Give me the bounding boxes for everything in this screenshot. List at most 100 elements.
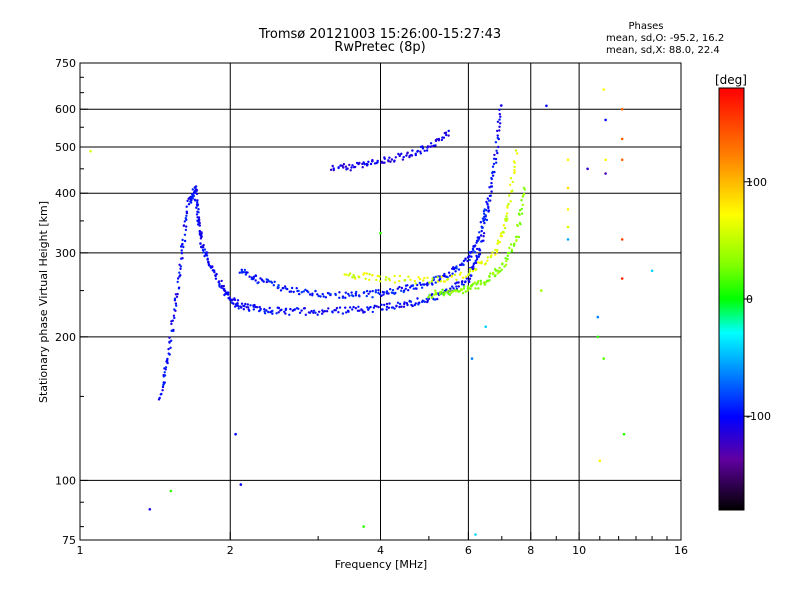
trace-point — [373, 304, 376, 307]
trace-point — [197, 211, 200, 214]
trace-point — [355, 290, 358, 294]
trace-point — [316, 293, 319, 296]
trace-point — [406, 151, 409, 154]
trace-point — [377, 305, 380, 309]
trace-point — [495, 149, 498, 152]
trace-point — [445, 288, 448, 291]
trace-point — [475, 247, 479, 251]
trace-point — [484, 262, 487, 265]
trace-point — [240, 269, 244, 273]
trace-point — [164, 366, 168, 369]
trace-point — [242, 308, 245, 311]
trace-point — [388, 156, 391, 159]
trace-point — [428, 281, 431, 284]
trace-point — [195, 203, 199, 207]
trace-point — [191, 193, 194, 196]
trace-point — [466, 256, 470, 259]
x-axis-label: Frequency [MHz] — [335, 558, 427, 571]
trace-point — [485, 200, 488, 204]
trace-point — [452, 266, 455, 269]
trace-point — [398, 279, 401, 283]
trace-point — [473, 251, 477, 254]
trace-point — [279, 289, 283, 292]
trace-point — [183, 239, 187, 243]
trace-point — [452, 287, 455, 290]
trace-point — [430, 282, 434, 285]
trace-point — [351, 164, 354, 167]
trace-point — [447, 134, 450, 137]
trace-point — [196, 199, 199, 202]
trace-point — [423, 283, 426, 286]
trace-point — [494, 157, 498, 161]
trace-point — [166, 357, 169, 361]
trace-point — [325, 310, 329, 313]
trace-point — [462, 287, 466, 290]
trace-point — [372, 306, 376, 309]
trace-point — [314, 289, 317, 293]
trace-point — [512, 243, 516, 246]
trace-point — [352, 294, 355, 298]
trace-point — [352, 274, 355, 277]
trace-point — [321, 312, 324, 315]
trace-point — [499, 104, 503, 107]
trace-point — [496, 134, 499, 137]
trace-point — [409, 278, 412, 281]
trace-point — [170, 339, 173, 342]
trace-point — [252, 308, 255, 311]
trace-point — [174, 302, 178, 305]
trace-point — [504, 217, 507, 220]
isolated-point — [470, 357, 474, 360]
isolated-point — [474, 533, 477, 536]
trace-point — [448, 289, 451, 292]
trace-point — [258, 305, 261, 309]
trace-point — [377, 289, 380, 292]
trace-point — [398, 154, 401, 158]
trace-point — [240, 306, 243, 309]
trace-point — [517, 235, 521, 239]
phases-x-line: mean, sd,X: 88.0, 22.4 — [606, 45, 720, 56]
trace-point — [198, 232, 201, 236]
trace-point — [498, 125, 501, 128]
isolated-point — [566, 158, 570, 162]
trace-point — [248, 275, 251, 278]
trace-point — [283, 285, 287, 288]
trace-point — [284, 312, 287, 315]
trace-point — [172, 314, 176, 317]
trace-point — [438, 292, 442, 296]
trace-point — [503, 226, 507, 230]
trace-point — [190, 199, 193, 202]
trace-point — [447, 129, 450, 133]
colorbar-ticks: 100 0 -100 — [744, 176, 771, 423]
trace-point — [167, 352, 170, 355]
y-tick-label: 200 — [55, 331, 76, 344]
trace-point — [478, 231, 481, 234]
trace-point — [289, 307, 292, 311]
trace-point — [467, 279, 470, 282]
trace-point — [226, 291, 229, 294]
trace-point — [496, 129, 499, 133]
trace-point — [329, 168, 333, 171]
trace-point — [344, 306, 347, 309]
trace-point — [331, 311, 334, 314]
trace-point — [398, 305, 401, 309]
isolated-point — [566, 238, 570, 241]
trace-point — [470, 250, 473, 254]
trace-point — [334, 292, 337, 296]
trace-point — [380, 294, 383, 297]
isolated-point — [604, 118, 607, 122]
trace-point — [204, 253, 208, 256]
trace-point — [513, 161, 516, 164]
trace-point — [383, 161, 386, 164]
trace-point — [434, 291, 438, 295]
trace-point — [383, 303, 386, 307]
trace-point — [400, 152, 403, 155]
trace-point — [414, 282, 417, 285]
trace-point — [242, 271, 246, 274]
trace-point — [256, 281, 259, 285]
trace-point — [518, 209, 522, 212]
trace-point — [333, 309, 336, 312]
trace-point — [220, 286, 223, 289]
trace-point — [363, 310, 366, 314]
trace-point — [380, 303, 383, 306]
trace-point — [422, 279, 425, 282]
